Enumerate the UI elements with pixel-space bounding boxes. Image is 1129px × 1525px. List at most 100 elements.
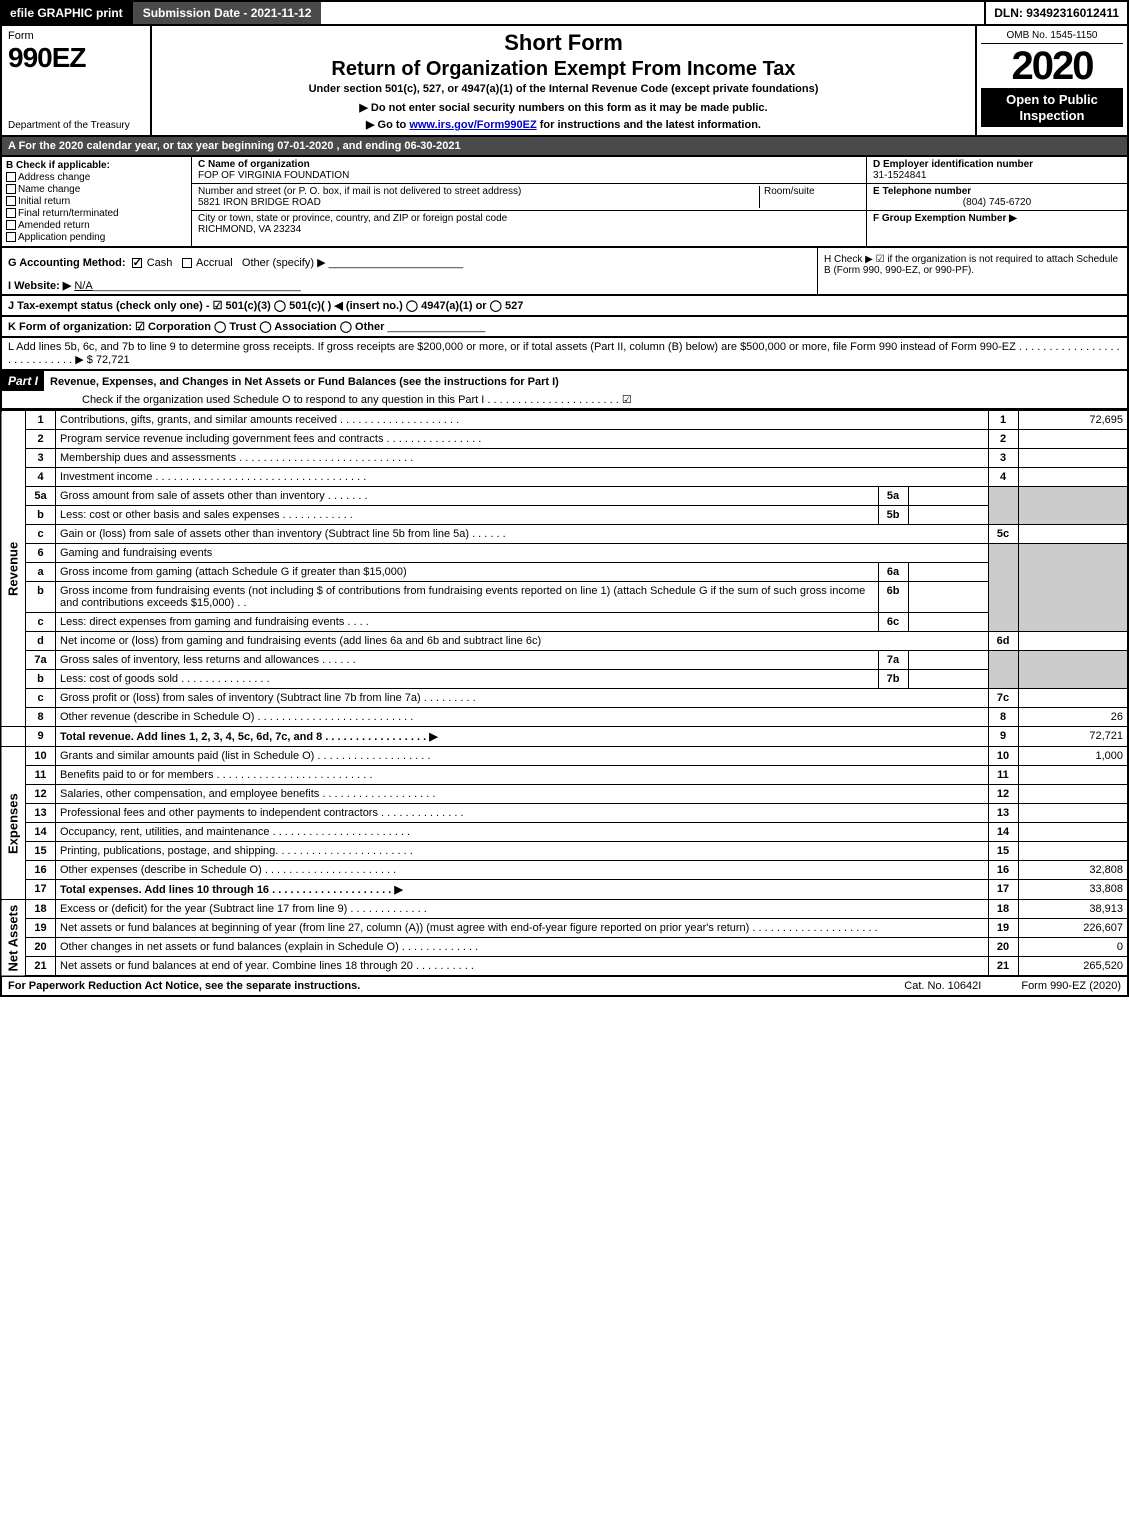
ein-block: D Employer identification number 31-1524… (867, 157, 1127, 184)
l5c-desc: Gain or (loss) from sale of assets other… (56, 525, 989, 544)
row-g: G Accounting Method: Cash Accrual Other … (2, 248, 817, 294)
header-right: OMB No. 1545-1150 2020 Open to Public In… (977, 26, 1127, 135)
topbar-spacer (321, 2, 984, 24)
l18-desc: Excess or (deficit) for the year (Subtra… (56, 900, 989, 919)
l6c-val (908, 613, 988, 632)
l6a-val (908, 563, 988, 582)
l6c-num: c (26, 613, 56, 632)
l18-amt: 38,913 (1018, 900, 1128, 919)
g-accrual: Accrual (196, 257, 233, 269)
l13-num: 13 (26, 804, 56, 823)
l21-amt: 265,520 (1018, 957, 1128, 977)
city-block: City or town, state or province, country… (192, 211, 866, 237)
l17-desc: Total expenses. Add lines 10 through 16 … (56, 880, 989, 900)
goto-suffix: for instructions and the latest informat… (537, 119, 761, 131)
chk-initial-return[interactable]: Initial return (6, 196, 187, 207)
l7a-val (908, 651, 988, 670)
l9-amt: 72,721 (1018, 727, 1128, 747)
chk-name-change[interactable]: Name change (6, 184, 187, 195)
l16-desc: Other expenses (describe in Schedule O) … (56, 861, 989, 880)
website-value: N/A (74, 280, 92, 292)
chk-cash[interactable] (132, 258, 142, 268)
l5a-num: 5a (26, 487, 56, 506)
l14-desc: Occupancy, rent, utilities, and maintena… (56, 823, 989, 842)
e-label: E Telephone number (873, 186, 971, 197)
l6b-num: b (26, 582, 56, 613)
street-block: Number and street (or P. O. box, if mail… (192, 184, 866, 211)
l19-ln: 19 (988, 919, 1018, 938)
goto-link[interactable]: www.irs.gov/Form990EZ (409, 119, 536, 131)
form-word: Form (8, 30, 144, 42)
chk-application-pending[interactable]: Application pending (6, 232, 187, 243)
row-h: H Check ▶ ☑ if the organization is not r… (817, 248, 1127, 294)
l3-amt (1018, 449, 1128, 468)
open-to-public: Open to Public Inspection (981, 88, 1123, 127)
l9-ln: 9 (988, 727, 1018, 747)
l16-amt: 32,808 (1018, 861, 1128, 880)
l6d-amt (1018, 632, 1128, 651)
l13-desc: Professional fees and other payments to … (56, 804, 989, 823)
header-center: Short Form Return of Organization Exempt… (152, 26, 977, 135)
g-cash: Cash (147, 257, 173, 269)
l13-ln: 13 (988, 804, 1018, 823)
l6-desc: Gaming and fundraising events (56, 544, 989, 563)
l9-num: 9 (26, 727, 56, 747)
d-label: D Employer identification number (873, 159, 1033, 170)
city-value: RICHMOND, VA 23234 (198, 224, 301, 235)
l8-desc: Other revenue (describe in Schedule O) .… (56, 708, 989, 727)
l5c-amt (1018, 525, 1128, 544)
l10-amt: 1,000 (1018, 747, 1128, 766)
efile-print-label[interactable]: efile GRAPHIC print (2, 2, 131, 24)
header-left: Form 990EZ Department of the Treasury (2, 26, 152, 135)
chk-final-return[interactable]: Final return/terminated (6, 208, 187, 219)
l2-num: 2 (26, 430, 56, 449)
phone-block: E Telephone number (804) 745-6720 (867, 184, 1127, 211)
l5ab-gray (988, 487, 1018, 525)
footer-catno: Cat. No. 10642I (904, 980, 981, 992)
l5a-desc: Gross amount from sale of assets other t… (56, 487, 879, 506)
l20-num: 20 (26, 938, 56, 957)
short-form-title: Short Form (160, 30, 967, 56)
goto-instructions: ▶ Go to www.irs.gov/Form990EZ for instru… (160, 118, 967, 131)
l11-desc: Benefits paid to or for members . . . . … (56, 766, 989, 785)
l15-num: 15 (26, 842, 56, 861)
top-bar: efile GRAPHIC print Submission Date - 20… (0, 0, 1129, 26)
l7b-desc: Less: cost of goods sold . . . . . . . .… (56, 670, 879, 689)
l19-num: 19 (26, 919, 56, 938)
row-k-form-org: K Form of organization: ☑ Corporation ◯ … (0, 317, 1129, 338)
ssn-warning: ▶ Do not enter social security numbers o… (160, 101, 967, 114)
part-1-title: Revenue, Expenses, and Changes in Net As… (44, 373, 1127, 391)
l2-amt (1018, 430, 1128, 449)
goto-prefix: ▶ Go to (366, 119, 409, 131)
l6b-desc: Gross income from fundraising events (no… (56, 582, 879, 613)
l3-num: 3 (26, 449, 56, 468)
omb-number: OMB No. 1545-1150 (981, 30, 1123, 44)
h-text: H Check ▶ ☑ if the organization is not r… (824, 254, 1118, 276)
row-l-gross-receipts: L Add lines 5b, 6c, and 7b to line 9 to … (0, 338, 1129, 371)
l20-amt: 0 (1018, 938, 1128, 957)
dln-label: DLN: 93492316012411 (984, 2, 1127, 24)
l5c-num: c (26, 525, 56, 544)
g-other: Other (specify) ▶ (242, 257, 326, 269)
l20-desc: Other changes in net assets or fund bala… (56, 938, 989, 957)
l6a-sub: 6a (878, 563, 908, 582)
part-1-header: Part I Revenue, Expenses, and Changes in… (0, 371, 1129, 410)
l19-amt: 226,607 (1018, 919, 1128, 938)
l5c-ln: 5c (988, 525, 1018, 544)
chk-address-change[interactable]: Address change (6, 172, 187, 183)
chk-amended-return[interactable]: Amended return (6, 220, 187, 231)
l13-amt (1018, 804, 1128, 823)
l6d-ln: 6d (988, 632, 1018, 651)
l1-desc: Contributions, gifts, grants, and simila… (56, 411, 989, 430)
l7a-sub: 7a (878, 651, 908, 670)
l-value: 72,721 (96, 354, 130, 366)
expenses-section-label: Expenses (1, 747, 26, 900)
chk-accrual[interactable] (182, 258, 192, 268)
rev-bottom-spacer (1, 727, 26, 747)
l9-desc: Total revenue. Add lines 1, 2, 3, 4, 5c,… (56, 727, 989, 747)
l11-amt (1018, 766, 1128, 785)
l7b-sub: 7b (878, 670, 908, 689)
l16-num: 16 (26, 861, 56, 880)
page-footer: For Paperwork Reduction Act Notice, see … (0, 977, 1129, 997)
l7ab-gray-amt (1018, 651, 1128, 689)
